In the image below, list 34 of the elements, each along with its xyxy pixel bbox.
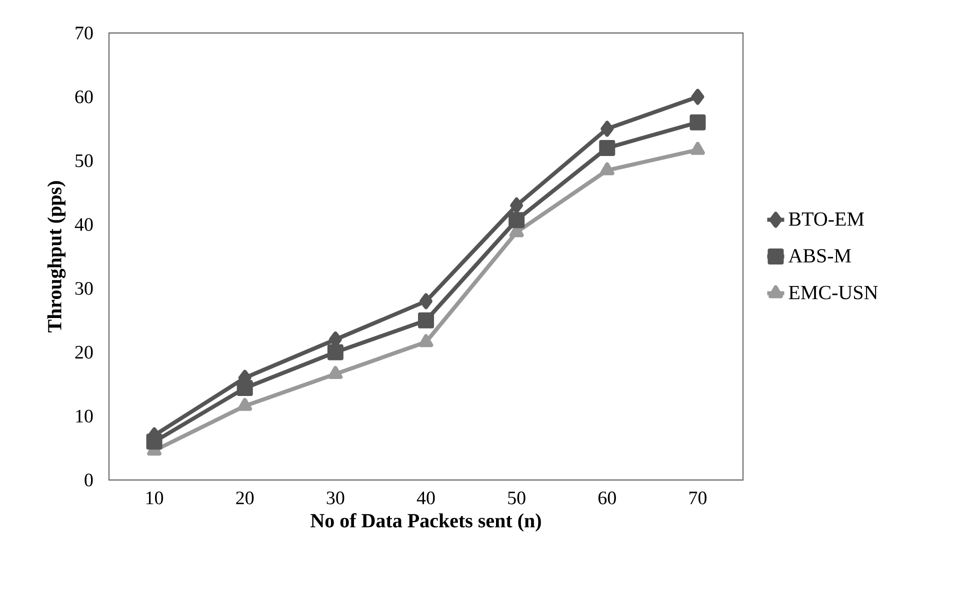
x-axis-title: No of Data Packets sent (n)	[310, 513, 541, 532]
y-tick-label: 10	[76, 410, 93, 423]
legend-label: BTO-EM	[788, 212, 864, 226]
x-tick-label: 60	[598, 492, 616, 504]
point	[690, 142, 705, 155]
point	[510, 197, 524, 214]
point	[600, 162, 614, 176]
x-tick-label: 20	[236, 492, 254, 504]
x-tick-label: 70	[689, 492, 706, 504]
legend-label: ABS-M	[788, 249, 851, 263]
legend-label: EMC-USN	[788, 286, 878, 300]
y-axis-title: Throughput (pps)	[47, 181, 66, 332]
point	[418, 334, 434, 348]
y-tick-label: 40	[74, 218, 93, 231]
point	[327, 344, 344, 360]
x-tick-label: 10	[146, 492, 164, 504]
y-tick-label: 50	[76, 154, 93, 168]
point	[508, 212, 525, 228]
point	[599, 140, 616, 156]
point	[238, 398, 252, 411]
point	[418, 312, 434, 328]
x-tick-label: 50	[508, 492, 526, 504]
point	[691, 88, 704, 105]
point	[600, 120, 614, 137]
y-tick-label: 0	[84, 474, 93, 486]
point	[328, 366, 343, 379]
y-tick-label: 30	[75, 282, 93, 295]
y-tick-label: 60	[75, 90, 93, 104]
x-tick-label: 30	[326, 492, 344, 504]
point	[690, 114, 706, 130]
point	[420, 293, 433, 310]
y-tick-label: 70	[76, 26, 93, 40]
y-tick-label: 20	[75, 346, 93, 359]
x-tick-label: 40	[416, 492, 435, 504]
